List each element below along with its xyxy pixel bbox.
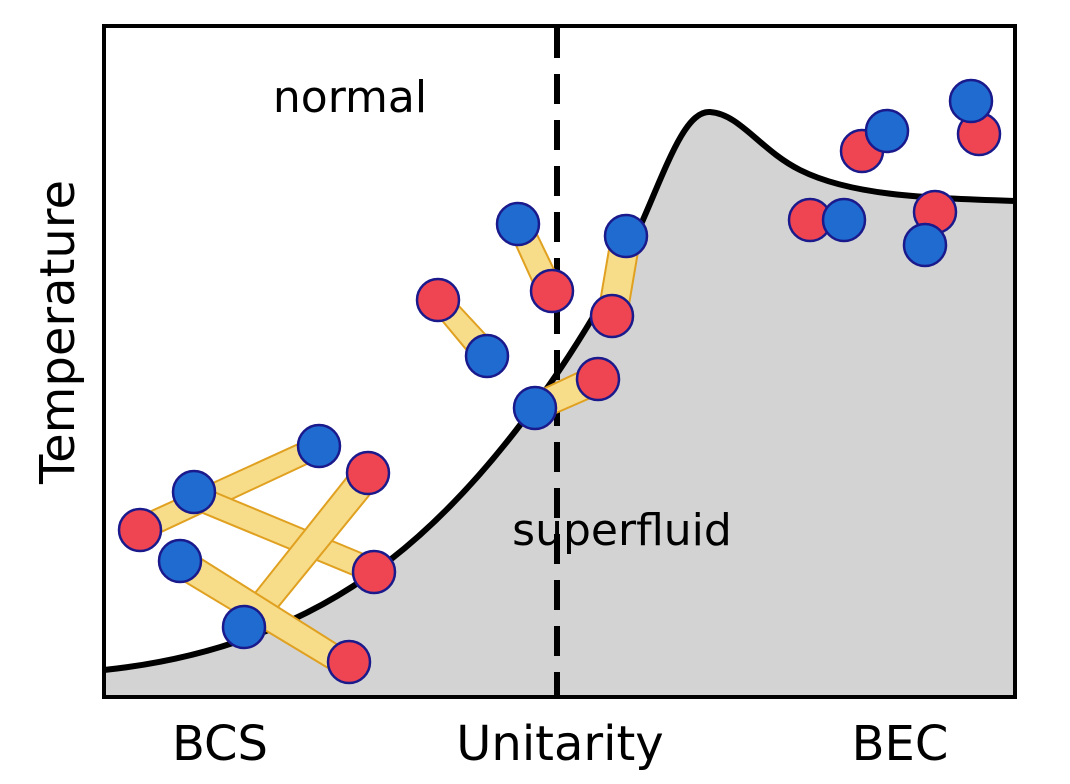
particle-blue xyxy=(495,201,541,247)
particle-red xyxy=(529,268,575,314)
particle-red xyxy=(589,293,635,339)
particle-red xyxy=(345,450,391,496)
particle-blue xyxy=(864,108,910,154)
particle-red xyxy=(117,507,163,553)
particle-blue xyxy=(171,469,217,515)
particle-blue xyxy=(221,604,267,650)
particle-red xyxy=(351,549,397,595)
x-label-bec: BEC xyxy=(852,716,949,772)
x-label-unitarity: Unitarity xyxy=(456,716,663,772)
particle-blue xyxy=(464,333,510,379)
y-axis-label: Temperature xyxy=(30,180,86,485)
particles xyxy=(117,78,1002,685)
particle-red xyxy=(575,356,621,402)
particle-blue xyxy=(902,222,948,268)
particle-blue xyxy=(296,423,342,469)
normal-region-label: normal xyxy=(273,72,427,123)
x-label-bcs: BCS xyxy=(172,716,268,772)
particle-blue xyxy=(157,538,203,584)
particle-red xyxy=(415,277,461,323)
particle-red xyxy=(326,639,372,685)
superfluid-region-label: superfluid xyxy=(512,505,732,556)
particle-blue xyxy=(948,78,994,124)
particle-blue xyxy=(603,213,649,259)
plot-frame xyxy=(102,24,1017,699)
bcs-pair-bonds xyxy=(134,434,382,676)
particle-blue xyxy=(821,197,867,243)
particle-blue xyxy=(512,385,558,431)
